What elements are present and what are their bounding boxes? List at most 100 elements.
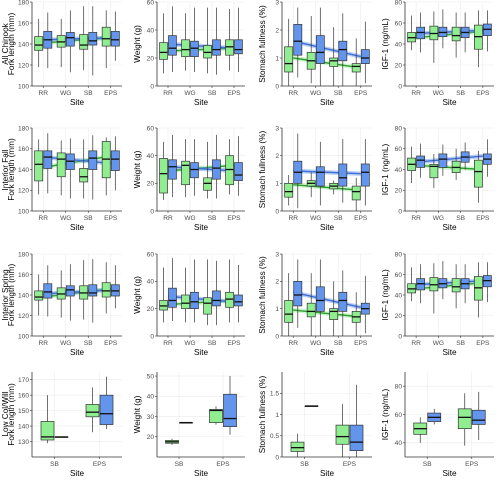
y-tick-label: 0: [150, 83, 154, 90]
trend-line: [416, 29, 483, 35]
box-green: [329, 308, 339, 320]
box-green: [159, 42, 168, 60]
y-tick-label: 2: [275, 279, 279, 286]
x-tick-label: SB: [208, 215, 217, 222]
x-axis-title: Site: [70, 469, 85, 478]
y-tick-label: 120: [18, 62, 29, 69]
x-axis-title: Site: [442, 223, 457, 232]
y-tick-label: 60: [395, 412, 403, 419]
y-tick-label: 180: [18, 251, 29, 258]
x-tick-label: EPS: [476, 90, 490, 97]
y-tick-label: 40: [147, 27, 155, 34]
x-tick-label: SB: [300, 461, 309, 468]
y-tick-label: 180: [18, 0, 29, 6]
x-tick-label: WG: [310, 90, 321, 97]
x-tick-label: SB: [208, 90, 217, 97]
y-tick-label: 50: [147, 373, 155, 380]
x-axis-title: Site: [320, 348, 335, 357]
panel-r1-c1: 100 120 140 160 180 RR WG SB EPS Site Fork length …: [1, 0, 122, 107]
trend-line: [167, 43, 235, 49]
x-tick-label: EPS: [476, 215, 490, 222]
box-blue: [349, 424, 364, 451]
y-tick-label: 0: [398, 83, 402, 90]
y-axis-title: Weight (g): [133, 25, 142, 63]
y-axis-title: IGF-1 (ng/mL): [381, 269, 390, 321]
trend-line: [293, 57, 361, 69]
x-tick-label: RR: [163, 215, 173, 222]
y-tick-label: 100: [18, 83, 29, 90]
y-axis-title: Fork length (mm): [7, 138, 16, 201]
x-tick-label: SB: [334, 340, 343, 347]
box-blue: [234, 294, 243, 307]
y-tick-label: 20: [147, 306, 155, 313]
box-blue: [168, 287, 177, 308]
x-tick-label: EPS: [227, 340, 241, 347]
box-green: [159, 300, 168, 311]
box-blue: [110, 150, 120, 171]
x-tick-label: RR: [288, 90, 298, 97]
x-tick-label: WG: [433, 215, 444, 222]
box-green: [284, 46, 294, 73]
box-blue: [315, 166, 325, 187]
box-blue: [212, 39, 221, 56]
x-axis-title: Site: [194, 348, 209, 357]
panel-r1-c3: 0 1 2 3 RR WG SB EPS Site Stomach fullness (%): [258, 0, 372, 107]
box-blue: [338, 40, 348, 62]
box-blue: [43, 150, 53, 169]
y-tick-label: 3: [275, 0, 279, 6]
y-axis-title: IGF-1 (ng/mL): [381, 389, 390, 441]
x-tick-label: RR: [411, 340, 421, 347]
x-tick-label: EPS: [354, 90, 368, 97]
x-tick-label: WG: [184, 215, 195, 222]
y-tick-label: 160: [18, 146, 29, 153]
y-tick-label: 40: [147, 279, 155, 286]
y-tick-label: 40: [395, 167, 403, 174]
y-tick-label: 0: [275, 454, 279, 461]
x-axis-title: Site: [320, 469, 335, 478]
x-tick-label: SB: [456, 340, 465, 347]
y-tick-label: 100: [18, 333, 29, 340]
y-tick-label: 1: [275, 181, 279, 188]
trend-line: [416, 164, 483, 171]
row-label: Low Col/Will: [1, 391, 10, 436]
trend-line: [416, 155, 483, 163]
trend-line: [43, 289, 111, 295]
y-tick-label: 20: [395, 313, 403, 320]
y-axis-title: Fork length (mm): [7, 264, 16, 327]
box-green: [225, 291, 234, 308]
x-tick-label: RR: [38, 90, 48, 97]
y-tick-label: 1: [275, 412, 279, 419]
x-tick-label: SB: [423, 461, 432, 468]
x-tick-label: RR: [411, 90, 421, 97]
y-tick-label: 0: [275, 83, 279, 90]
box-green: [451, 26, 461, 42]
y-tick-label: 40: [395, 440, 403, 447]
x-axis-title: Site: [442, 98, 457, 107]
panel-r2-c3: 0 1 2 3 RR WG SB EPS Site Stomach fullness (%): [258, 125, 372, 232]
y-tick-label: 20: [395, 62, 403, 69]
x-tick-label: EPS: [354, 215, 368, 222]
box-blue: [338, 163, 348, 187]
box-green: [335, 424, 350, 445]
box-green: [203, 297, 212, 315]
box-blue: [315, 35, 325, 64]
trend-line: [293, 309, 361, 318]
x-axis-title: Site: [442, 469, 457, 478]
y-tick-label: 1: [275, 55, 279, 62]
y-tick-label: 60: [395, 20, 403, 27]
trend-line: [43, 156, 111, 164]
x-tick-label: EPS: [104, 90, 118, 97]
x-tick-label: EPS: [354, 340, 368, 347]
y-tick-label: 120: [18, 313, 29, 320]
y-tick-label: 0: [398, 333, 402, 340]
x-tick-label: WG: [60, 90, 71, 97]
panel-r2-c1: 100 120 140 160 180 RR WG SB EPS Site Fork length …: [1, 125, 122, 232]
x-axis-title: Site: [194, 98, 209, 107]
panel-r3-c2: 0 20 40 60 RR WG SB EPS Site Weight (g): [133, 251, 245, 357]
y-tick-label: 0: [150, 208, 154, 215]
y-axis-title: Fork length (mm): [7, 383, 16, 446]
x-tick-label: SB: [208, 340, 217, 347]
x-tick-label: RR: [163, 340, 173, 347]
y-axis-title: Stomach fullness (%): [258, 131, 267, 209]
